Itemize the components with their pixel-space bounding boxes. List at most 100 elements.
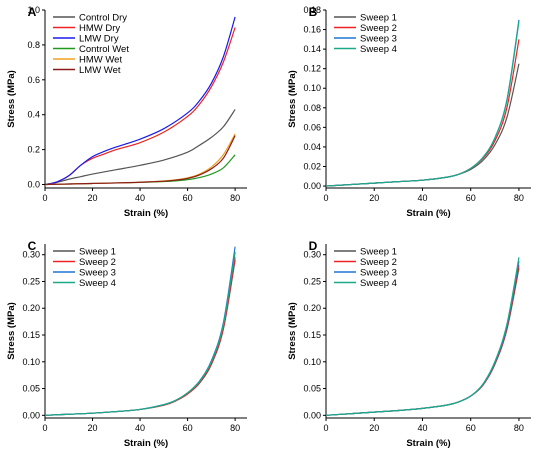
y-tick-label-a: 1.0: [27, 5, 40, 15]
x-tick-label-b: 0: [323, 193, 328, 203]
legend-label-c-2: Sweep 2: [79, 257, 116, 268]
legend-label-d-1: Sweep 1: [360, 247, 397, 258]
series-line-d-1: [326, 267, 520, 416]
series-group-b: [326, 19, 520, 187]
x-axis-title-b: Strain (%): [406, 208, 450, 219]
series-line-a-3: [45, 16, 236, 186]
legend-label-a-3: LMW Dry: [79, 34, 119, 45]
y-tick-label-c: 0.25: [22, 276, 40, 286]
x-tick-label-c: 20: [88, 423, 98, 433]
x-tick-label-b: 60: [466, 193, 476, 203]
series-line-a-2: [45, 27, 236, 186]
x-tick-label-a: 80: [230, 193, 240, 203]
legend-label-d-4: Sweep 4: [360, 278, 397, 289]
y-tick-label-a: 0.2: [27, 145, 40, 155]
chart-panel-b: 0 20 40 60 80 0.00 0.02 0.04 0.06 0.08 0.10 0.12 0.1…: [287, 5, 531, 219]
x-axis-title-c: Strain (%): [124, 438, 168, 449]
legend-label-a-6: LMW Wet: [79, 65, 121, 76]
x-tick-label-d: 0: [323, 423, 328, 433]
y-tick-label-c: 0.10: [22, 357, 40, 367]
y-tick-label-d: 0.25: [303, 276, 321, 286]
x-axis-title-d: Strain (%): [406, 438, 450, 449]
y-tick-label-d: 0.30: [303, 250, 321, 260]
x-tick-label-c: 40: [135, 423, 145, 433]
series-line-c-2: [45, 257, 236, 416]
y-tick-label-d: 0.20: [303, 303, 321, 313]
x-tick-label-c: 80: [230, 423, 240, 433]
y-tick-label-b: 0.10: [303, 83, 321, 93]
legend-label-b-4: Sweep 4: [360, 44, 397, 55]
panel-label-a: A: [28, 5, 37, 19]
legend-label-c-4: Sweep 4: [79, 278, 116, 289]
y-tick-label-a: 0.8: [27, 40, 40, 50]
legend-label-b-1: Sweep 1: [360, 13, 397, 24]
x-tick-label-c: 60: [183, 423, 193, 433]
y-tick-label-a: 0.6: [27, 75, 40, 85]
series-line-b-3: [326, 19, 520, 187]
x-tick-label-b: 40: [417, 193, 427, 203]
panel-label-c: C: [28, 239, 37, 253]
y-tick-label-d: 0.15: [303, 330, 321, 340]
series-line-d-2: [326, 265, 520, 416]
y-axis-title-a: Stress (MPa): [6, 70, 17, 128]
series-group-a: [45, 16, 236, 186]
y-tick-label-c: 0.15: [22, 330, 40, 340]
y-tick-label-c: 0.00: [22, 410, 40, 420]
series-line-d-4: [326, 257, 520, 416]
x-tick-label-c: 0: [42, 423, 47, 433]
x-tick-label-d: 20: [369, 423, 379, 433]
x-tick-label-d: 40: [417, 423, 427, 433]
legend-label-a-4: Control Wet: [79, 44, 129, 55]
series-line-a-5: [45, 133, 236, 186]
y-tick-label-d: 0.10: [303, 357, 321, 367]
y-tick-label-b: 0.08: [303, 103, 321, 113]
legend-label-c-1: Sweep 1: [79, 247, 116, 258]
y-tick-label-b: 0.06: [303, 122, 321, 132]
y-tick-label-b: 0.14: [303, 44, 321, 54]
y-tick-label-b: 0.12: [303, 64, 321, 74]
y-tick-label-b: 0.00: [303, 181, 321, 191]
series-line-a-1: [45, 109, 236, 186]
y-tick-label-d: 0.05: [303, 384, 321, 394]
x-tick-label-a: 0: [42, 193, 47, 203]
series-line-b-4: [326, 21, 520, 187]
legend-label-a-1: Control Dry: [79, 13, 127, 24]
legend-label-d-2: Sweep 2: [360, 257, 397, 268]
y-tick-label-c: 0.05: [22, 384, 40, 394]
x-tick-label-b: 80: [514, 193, 524, 203]
y-tick-label-c: 0.20: [22, 303, 40, 313]
series-line-d-3: [326, 261, 520, 416]
y-tick-label-b: 0.18: [303, 5, 321, 15]
panel-label-b: B: [309, 5, 318, 19]
y-tick-label-a: 0.0: [27, 180, 40, 190]
legend-label-d-3: Sweep 3: [360, 268, 397, 279]
y-tick-label-b: 0.16: [303, 25, 321, 35]
chart-panel-c: 0 20 40 60 80 0.00 0.05 0.10 0.15 0.20 0.25 0.30 Str…: [6, 239, 247, 449]
x-tick-label-d: 60: [466, 423, 476, 433]
legend-label-a-2: HMW Dry: [79, 23, 120, 34]
chart-panel-a: 0 20 40 60 80 0.0 0.2 0.4 0.6 0.8 1.0 Strain (%) Str…: [6, 5, 247, 219]
legend-label-c-3: Sweep 3: [79, 268, 116, 279]
y-axis-title-b: Stress (MPa): [287, 70, 298, 128]
legend-label-b-3: Sweep 3: [360, 34, 397, 45]
x-tick-label-a: 20: [88, 193, 98, 203]
x-tick-label-b: 20: [369, 193, 379, 203]
x-tick-label-a: 60: [183, 193, 193, 203]
y-tick-label-c: 0.30: [22, 250, 40, 260]
series-line-b-1: [326, 63, 520, 187]
y-tick-label-d: 0.00: [303, 410, 321, 420]
legend-label-b-2: Sweep 2: [360, 23, 397, 34]
series-line-b-2: [326, 39, 520, 187]
y-tick-label-b: 0.02: [303, 161, 321, 171]
series-line-c-4: [45, 251, 236, 416]
panel-label-d: D: [309, 239, 318, 253]
series-group-c: [45, 246, 236, 416]
chart-panel-d: 0 20 40 60 80 0.00 0.05 0.10 0.15 0.20 0.25 0.30 Str…: [287, 239, 531, 449]
legend-label-a-5: HMW Wet: [79, 55, 122, 66]
y-axis-title-d: Stress (MPa): [287, 302, 298, 360]
x-axis-title-a: Strain (%): [124, 208, 168, 219]
